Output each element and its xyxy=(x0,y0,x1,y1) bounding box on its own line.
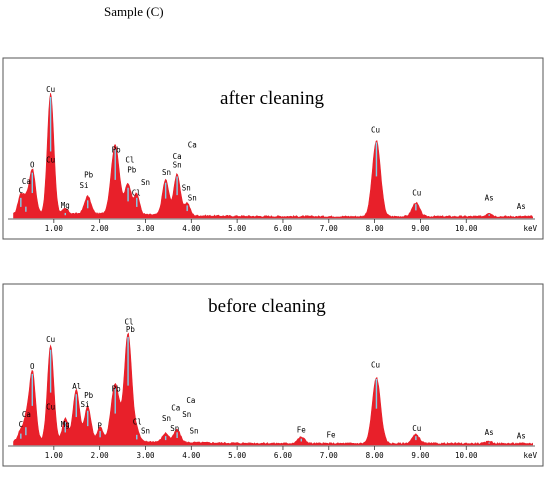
peak-label: As xyxy=(517,202,526,211)
peak-label: Pb xyxy=(84,391,94,400)
x-axis-unit: keV xyxy=(523,224,537,233)
peak-label: Mg xyxy=(61,420,70,429)
peak-label: Ca xyxy=(173,152,182,161)
peak-label: O xyxy=(30,161,35,170)
spectrum-area xyxy=(13,92,534,219)
peak-label: Fe xyxy=(327,430,337,439)
x-tick-label: 9.00 xyxy=(411,451,430,460)
peak-label: Cl xyxy=(124,317,133,326)
peak-label: Sn xyxy=(182,410,191,419)
peak-label: Sn xyxy=(162,168,171,177)
panel-title: after cleaning xyxy=(220,88,324,109)
peak-label: Pb xyxy=(112,145,122,154)
x-tick-label: 4.00 xyxy=(182,451,201,460)
peak-label: Cu xyxy=(46,335,55,344)
x-tick-label: 10.00 xyxy=(455,224,478,233)
peak-label: Fe xyxy=(297,425,307,434)
peak-label: Ca xyxy=(171,404,180,413)
x-tick-label: 7.00 xyxy=(320,451,339,460)
peak-label: O xyxy=(30,362,35,371)
spectra-panels: 1.00 2.00 3.00 4.00 5.00 6.00 7.00 8.00 9.00 10.0… xyxy=(2,57,544,467)
peak-label: Si xyxy=(80,400,89,409)
peak-label: Sn xyxy=(190,427,199,436)
x-tick-label: 6.00 xyxy=(274,451,293,460)
peak-label: Pb xyxy=(112,385,122,394)
peak-label: Sn xyxy=(141,178,150,187)
peak-label: Sn xyxy=(188,193,197,202)
peak-label: Pb xyxy=(84,171,94,180)
x-tick-label: 10.00 xyxy=(455,451,478,460)
peak-label: Pb xyxy=(127,166,137,175)
peak-label: Cu xyxy=(412,424,421,433)
peak-label: Cu xyxy=(412,188,421,197)
x-tick-label: 8.00 xyxy=(366,451,385,460)
peak-label: Sn xyxy=(162,414,171,423)
peak-label: Ca xyxy=(188,140,197,149)
peak-label: Ca xyxy=(22,177,31,186)
x-tick-label: 4.00 xyxy=(182,224,201,233)
peak-label: Cu xyxy=(46,402,55,411)
x-tick-label: 2.00 xyxy=(91,224,110,233)
x-tick-label: 7.00 xyxy=(320,224,339,233)
peak-label: As xyxy=(485,428,494,437)
x-tick-label: 1.00 xyxy=(45,224,64,233)
x-tick-label: 9.00 xyxy=(411,224,430,233)
peak-label: Cu xyxy=(46,156,55,165)
peak-label: P xyxy=(97,421,102,430)
peak-label: Ca xyxy=(186,396,195,405)
x-tick-label: 8.00 xyxy=(366,224,385,233)
spectrum-area xyxy=(13,332,534,446)
peak-label: Sn xyxy=(173,161,182,170)
peak-label: C xyxy=(19,420,24,429)
x-tick-label: 5.00 xyxy=(228,224,247,233)
x-tick-label: 3.00 xyxy=(136,224,155,233)
panel-title: before cleaning xyxy=(208,296,326,317)
peak-label: Pb xyxy=(126,325,136,334)
peak-label: Ca xyxy=(22,410,31,419)
x-tick-label: 6.00 xyxy=(274,224,293,233)
peak-label: Cu xyxy=(371,361,380,370)
peak-label: Sn xyxy=(170,424,179,433)
peak-label: Sn xyxy=(141,427,150,436)
peak-label: As xyxy=(485,193,494,202)
peak-label: Si xyxy=(80,181,89,190)
spectrum-panel-1: 1.00 2.00 3.00 4.00 5.00 6.00 7.00 8.00 9.00 10.0… xyxy=(2,57,544,240)
peak-label: Cu xyxy=(371,125,380,134)
x-axis-unit: keV xyxy=(523,451,537,460)
peak-label: Al xyxy=(72,382,81,391)
peak-label: Cl xyxy=(125,156,134,165)
sample-title: Sample (C) xyxy=(104,4,164,19)
peak-label: C xyxy=(19,186,24,195)
peak-label: Mg xyxy=(61,201,70,210)
x-tick-label: 1.00 xyxy=(45,451,64,460)
peak-label: As xyxy=(517,432,526,441)
peak-label: Cl xyxy=(133,418,142,427)
x-tick-label: 5.00 xyxy=(228,451,247,460)
spectrum-panel-2: 1.00 2.00 3.00 4.00 5.00 6.00 7.00 8.00 9.00 10.0… xyxy=(2,283,544,467)
peak-label: Cl xyxy=(132,188,141,197)
x-tick-label: 3.00 xyxy=(136,451,155,460)
x-tick-label: 2.00 xyxy=(91,451,110,460)
peak-label: Sn xyxy=(182,183,191,192)
peak-label: Cu xyxy=(46,85,55,94)
